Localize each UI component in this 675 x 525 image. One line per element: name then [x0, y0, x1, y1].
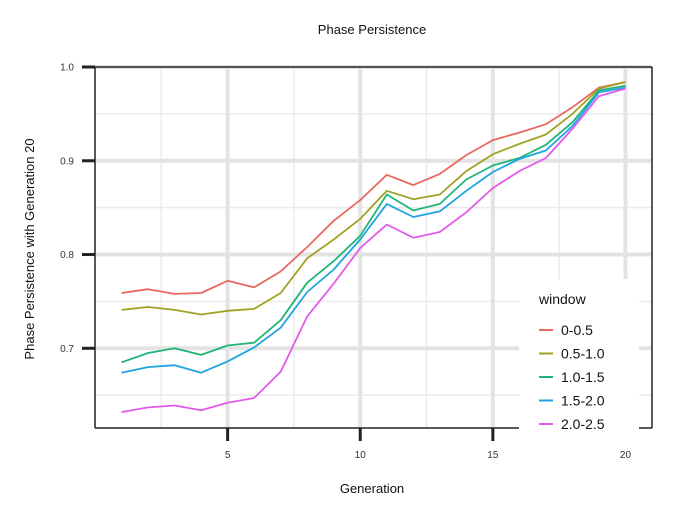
x-tick-label: 10 [355, 450, 367, 461]
y-tick-label: 0.9 [60, 156, 74, 167]
legend: window 0-0.5 0.5-1.0 1.0-1.5 1.5-2.0 2.0-2.5 [519, 279, 639, 451]
series-line-0.5-1.0 [121, 81, 626, 316]
x-tick-label: 5 [225, 450, 231, 461]
legend-label-2.0-2.5: 2.0-2.5 [561, 416, 605, 432]
legend-label-1.0-1.5: 1.0-1.5 [561, 369, 605, 385]
legend-label-0.5-1.0: 0.5-1.0 [561, 346, 605, 362]
legend-label-0-0.5: 0-0.5 [561, 322, 593, 338]
y-tick-label: 0.8 [60, 250, 74, 261]
legend-box [519, 279, 639, 451]
series-line-1.0-1.5 [121, 84, 626, 364]
x-tick-label: 20 [620, 450, 632, 461]
y-axis-label: Phase Persistence with Generation 20 [22, 138, 37, 359]
x-tick-label: 15 [487, 450, 499, 461]
y-tick-label: 0.7 [60, 344, 74, 355]
series-line-1.5-2.0 [121, 86, 626, 374]
series-line-2.0-2.5 [121, 87, 626, 413]
series-line-0-0.5 [121, 81, 626, 295]
chart-title: Phase Persistence [318, 22, 426, 37]
y-tick-label: 1.0 [60, 63, 74, 74]
x-axis-label: Generation [340, 481, 404, 496]
data-series [121, 81, 626, 413]
legend-title: window [538, 291, 587, 307]
legend-label-1.5-2.0: 1.5-2.0 [561, 393, 605, 409]
